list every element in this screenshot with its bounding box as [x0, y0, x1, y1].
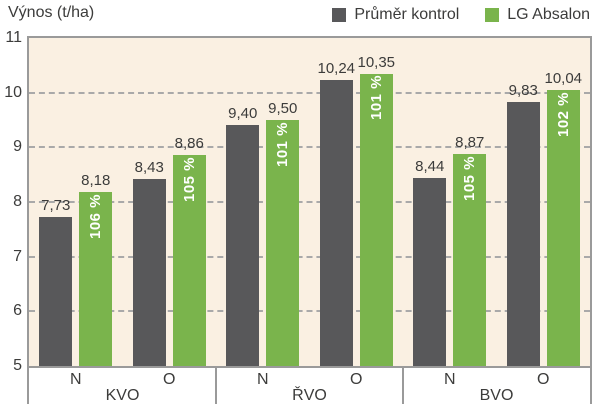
value-label: 10,35 — [357, 53, 396, 71]
y-axis-title: Výnos (t/ha) — [8, 4, 95, 21]
subgroup-label: N — [69, 371, 82, 388]
absalon-bar: 8,18 106 % — [79, 172, 113, 366]
gridline — [29, 310, 590, 313]
gridline — [29, 91, 590, 94]
percent-label: 105 % — [461, 155, 479, 201]
absalon-bar: 9,50 101 % — [266, 100, 300, 366]
legend-label-absalon: LG Absalon — [507, 6, 590, 23]
absalon-swatch — [485, 8, 500, 22]
kontrol-bar: 8,43 — [132, 159, 166, 366]
y-tick-label: 6 — [13, 302, 22, 320]
y-tick-label: 11 — [5, 29, 22, 46]
subgroup-label: O — [537, 371, 550, 388]
y-tick-label: 10 — [4, 83, 22, 101]
bars-layer: 7,73 8,18 106 % 8,43 8,86 105 % 9,40 9,50 101 % 1… — [29, 38, 590, 366]
percent-label: 101 % — [274, 121, 292, 167]
x-axis-group-labels: KVO ŘVO BVO — [29, 387, 590, 405]
absalon-bar: 10,35 101 % — [357, 54, 395, 366]
bar-group-KVO: 7,73 8,18 106 % 8,43 8,86 105 % — [29, 38, 216, 366]
value-label: 7,73 — [41, 196, 71, 214]
gridline — [29, 201, 590, 203]
category-separator — [402, 368, 405, 404]
absalon-bar: 8,87 105 % — [453, 134, 487, 366]
percent-label: 106 % — [87, 193, 105, 239]
kontrol-bar: 10,24 — [317, 60, 355, 366]
group-label: ŘVO — [292, 387, 327, 404]
legend: Průměr kontrol LG Absalon — [332, 6, 590, 24]
bar-pair: 8,43 8,86 105 % — [132, 38, 206, 366]
value-label: 8,44 — [415, 157, 445, 175]
bar-pair: 9,83 10,04 102 % — [506, 38, 582, 366]
value-label: 9,50 — [268, 100, 298, 117]
percent-label: 101 % — [367, 75, 385, 121]
bar-group-BVO: 8,44 8,87 105 % 9,83 10,04 102 % — [403, 38, 590, 366]
pair-slot-O: 10,24 10,35 101 % — [310, 38, 404, 366]
legend-item-kontrol: Průměr kontrol — [332, 6, 459, 24]
kontrol-swatch — [332, 8, 347, 22]
percent-label: 105 % — [180, 156, 198, 202]
kontrol-bar: 7,73 — [39, 197, 73, 366]
kontrol-bar: 9,83 — [506, 82, 540, 366]
group-label: BVO — [479, 387, 514, 404]
bar-group-ŘVO: 9,40 9,50 101 % 10,24 10,35 101 % — [216, 38, 403, 366]
gridline — [29, 146, 590, 149]
value-label: 10,04 — [544, 70, 583, 88]
category-separator — [27, 368, 29, 404]
pair-slot-N: 8,44 8,87 105 % — [403, 38, 497, 366]
absalon-bar: 10,04 102 % — [544, 70, 582, 366]
bar-pair: 8,44 8,87 105 % — [413, 38, 487, 366]
category-separator — [214, 368, 217, 404]
legend-label-kontrol: Průměr kontrol — [354, 6, 460, 23]
legend-item-absalon: LG Absalon — [485, 6, 590, 24]
subgroup-label: N — [256, 371, 269, 388]
y-tick-label: 7 — [13, 247, 22, 265]
subgroup-label: O — [163, 371, 176, 388]
plot-area: 7,73 8,18 106 % 8,43 8,86 105 % 9,40 9,50 101 % 1… — [27, 36, 592, 368]
y-tick-label: 5 — [13, 357, 22, 374]
value-label: 9,40 — [228, 105, 258, 123]
value-label: 8,87 — [455, 134, 485, 152]
bar-pair: 7,73 8,18 106 % — [39, 38, 113, 366]
category-separator — [590, 368, 592, 404]
bar-pair: 10,24 10,35 101 % — [317, 38, 395, 366]
subgroup-label: O — [350, 371, 363, 388]
value-label: 8,43 — [134, 158, 164, 176]
group-label: KVO — [105, 387, 140, 404]
pair-slot-O: 9,83 10,04 102 % — [497, 38, 591, 366]
bar-pair: 9,40 9,50 101 % — [226, 38, 300, 366]
value-label: 10,24 — [317, 59, 356, 77]
percent-label: 102 % — [554, 91, 572, 138]
kontrol-bar: 8,44 — [413, 158, 447, 366]
pair-slot-O: 8,43 8,86 105 % — [123, 38, 217, 366]
y-tick-label: 9 — [13, 138, 22, 156]
absalon-bar: 8,86 105 % — [172, 135, 206, 366]
pair-slot-N: 7,73 8,18 106 % — [29, 38, 123, 366]
kontrol-bar: 9,40 — [226, 105, 260, 366]
value-label: 8,86 — [174, 135, 204, 152]
value-label: 8,18 — [81, 172, 111, 190]
gridline — [29, 255, 590, 258]
value-label: 9,83 — [508, 81, 538, 99]
subgroup-label: N — [443, 371, 456, 388]
y-tick-label: 8 — [13, 193, 22, 210]
pair-slot-N: 9,40 9,50 101 % — [216, 38, 310, 366]
